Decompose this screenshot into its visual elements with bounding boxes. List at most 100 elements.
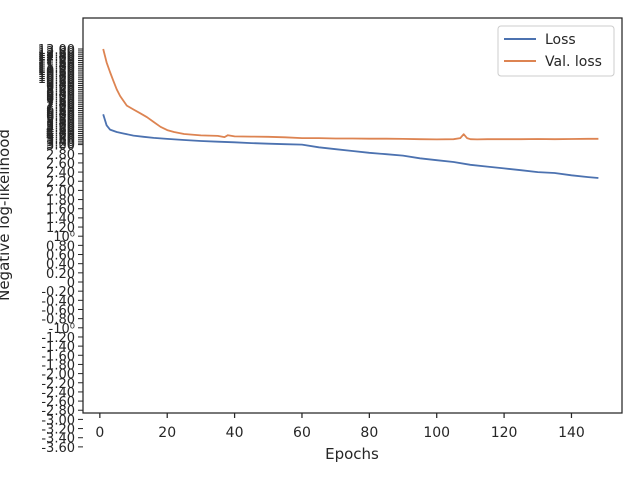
series-line-loss xyxy=(102,114,599,179)
y-tick-label: -0.60 xyxy=(41,303,75,318)
y-tick-label: 9.20 xyxy=(46,79,75,94)
y-tick-label: 7.40 xyxy=(46,97,75,112)
x-tick-label: 100 xyxy=(423,425,450,441)
y-tick-labels: -0.20-0.40-0.60-0.80-10⁰-1.20-1.40-1.60-… xyxy=(38,43,83,456)
y-tick-label: 10.00 xyxy=(38,72,75,87)
legend: Loss Val. loss xyxy=(497,25,615,77)
y-tick-label: 3.80 xyxy=(46,131,75,146)
y-tick-label: 8.60 xyxy=(46,85,75,100)
y-tick-label: 10.40 xyxy=(38,68,75,83)
legend-label-val-loss: Val. loss xyxy=(545,54,602,70)
x-tick-label: 0 xyxy=(95,425,104,441)
y-tick-label: -0.20 xyxy=(41,285,75,300)
y-tick-label: 12.60 xyxy=(38,47,75,62)
y-tick-label: 1.60 xyxy=(46,203,75,218)
y-tick-label: 12.20 xyxy=(38,51,75,66)
y-tick-label: -3.00 xyxy=(41,413,75,428)
y-tick-label: -0.80 xyxy=(41,313,75,328)
y-tick-label: 8.20 xyxy=(46,89,75,104)
y-tick-label: 4.20 xyxy=(46,127,75,142)
y-tick-label: 8.80 xyxy=(46,83,75,98)
y-tick-label: 12.80 xyxy=(38,45,75,60)
y-tick-label: 3.40 xyxy=(46,135,75,150)
y-tick-label: 12.40 xyxy=(38,49,75,64)
x-tick-label: 120 xyxy=(491,425,518,441)
x-tick-label: 20 xyxy=(158,425,176,441)
y-tick-label: 3.60 xyxy=(46,133,75,148)
y-tick-label: 0 xyxy=(67,276,75,291)
y-tick-label: 13.00 xyxy=(38,43,75,58)
plot-frame xyxy=(82,17,623,414)
y-tick-label: 12.00 xyxy=(38,53,75,68)
y-tick-label: 7.80 xyxy=(46,93,75,108)
y-tick-label: 9.80 xyxy=(46,74,75,89)
y-tick-label: 4.00 xyxy=(46,129,75,144)
y-tick-label: 0.40 xyxy=(46,258,75,273)
y-tick-label: 6.80 xyxy=(46,103,75,118)
y-tick-label: 4.40 xyxy=(46,126,75,141)
y-tick-label: 0.60 xyxy=(46,249,75,264)
y-tick-label: -3.60 xyxy=(41,441,75,456)
y-tick-label: 7.20 xyxy=(46,99,75,114)
x-tick-label: 60 xyxy=(293,425,311,441)
y-tick-label: 1.20 xyxy=(46,221,75,236)
y-tick-label: 2.60 xyxy=(46,157,75,172)
y-tick-label: -0.40 xyxy=(41,294,75,309)
y-tick-label: -2.40 xyxy=(41,386,75,401)
y-tick-label: 5.60 xyxy=(46,114,75,129)
y-tick-label: 2.40 xyxy=(46,166,75,181)
y-tick-label: 2.80 xyxy=(46,148,75,163)
y-tick-label: 6.00 xyxy=(46,110,75,125)
y-tick-label: 1.40 xyxy=(46,212,75,227)
y-tick-label: -1.60 xyxy=(41,349,75,364)
y-tick-label: 5.20 xyxy=(46,118,75,133)
y-tick-label: 1.80 xyxy=(46,194,75,209)
y-tick-label: -1.80 xyxy=(41,358,75,373)
y-tick-label: 5.80 xyxy=(46,112,75,127)
y-tick-label: -10⁰ xyxy=(49,322,75,337)
y-tick-label: -3.40 xyxy=(41,432,75,447)
y-tick-label: 11.40 xyxy=(38,58,75,73)
y-tick-label: 8.40 xyxy=(46,87,75,102)
y-tick-label: 0.20 xyxy=(46,267,75,282)
y-tick-label: 5.40 xyxy=(46,116,75,131)
y-tick-label: 11.80 xyxy=(38,55,75,70)
y-tick-label: 11.00 xyxy=(38,62,75,77)
y-tick-label: 2.20 xyxy=(46,175,75,190)
y-tick-label: -2.80 xyxy=(41,404,75,419)
x-tick-label: 80 xyxy=(360,425,378,441)
x-tick-label: 40 xyxy=(226,425,244,441)
y-tick-label: 7.60 xyxy=(46,95,75,110)
y-tick-label: 6.60 xyxy=(46,104,75,119)
y-tick-label: 6.20 xyxy=(46,108,75,123)
y-tick-label: -3.20 xyxy=(41,423,75,438)
legend-label-loss: Loss xyxy=(545,32,576,48)
y-tick-label: 10⁰ xyxy=(53,230,75,245)
y-tick-label: 4.60 xyxy=(46,124,75,139)
y-tick-label: 0.80 xyxy=(46,239,75,254)
y-tick-label: 5.00 xyxy=(46,120,75,135)
y-tick-label: 8.00 xyxy=(46,91,75,106)
y-tick-label: 4.80 xyxy=(46,122,75,137)
y-tick-label: 2.00 xyxy=(46,184,75,199)
y-tick-label: 9.60 xyxy=(46,76,75,91)
y-tick-label: 3.00 xyxy=(46,139,75,154)
y-tick-label: -1.20 xyxy=(41,331,75,346)
y-tick-label: -2.60 xyxy=(41,395,75,410)
series-line-val-loss xyxy=(102,48,599,141)
y-tick-label: -2.00 xyxy=(41,368,75,383)
series-lines xyxy=(102,48,599,179)
y-tick-label: 7.00 xyxy=(46,101,75,116)
y-tick-label: 9.00 xyxy=(46,81,75,96)
y-tick-label: 10.20 xyxy=(38,70,75,85)
y-tick-label: 10.60 xyxy=(38,66,75,81)
y-tick-label: 3.20 xyxy=(46,137,75,152)
y-tick-label: -1.40 xyxy=(41,340,75,355)
x-tick-label: 140 xyxy=(558,425,585,441)
y-tick-label: 6.40 xyxy=(46,106,75,121)
y-tick-label: 11.20 xyxy=(38,60,75,75)
y-tick-label: 11.60 xyxy=(38,56,75,71)
x-ticks: 0 20 40 60 80 100 120 140 xyxy=(95,413,585,441)
y-tick-label: 10.80 xyxy=(38,64,75,79)
